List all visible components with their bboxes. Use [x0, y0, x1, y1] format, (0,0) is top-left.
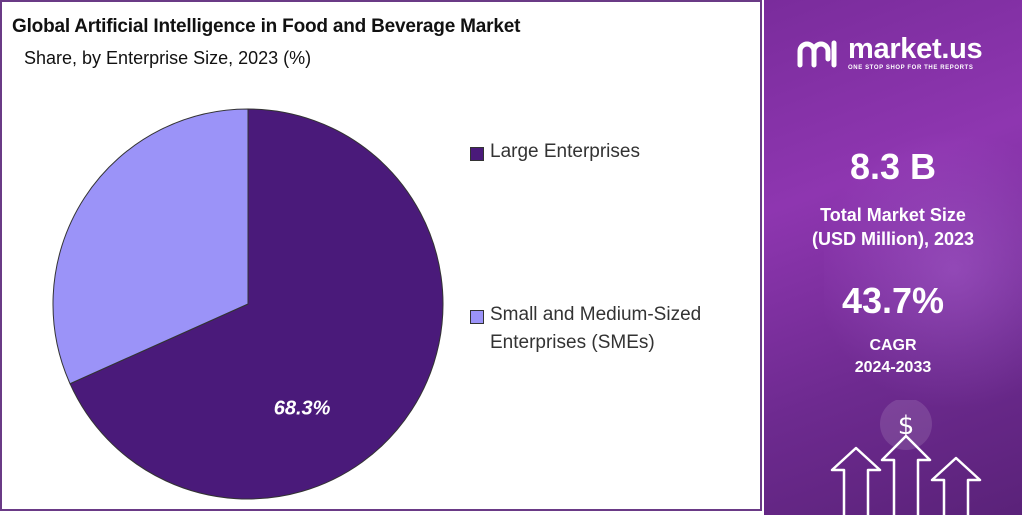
legend-item-large-enterprises: Large Enterprises: [470, 141, 750, 166]
dollar-icon: $: [898, 411, 915, 441]
cagr-value: 43.7%: [841, 280, 945, 321]
legend-item-smes: Small and Medium-Sized Enterprises (SMEs…: [470, 304, 750, 357]
legend-swatch: [470, 310, 484, 324]
pie-data-label: 68.3%: [274, 398, 331, 420]
legend-swatch: [470, 147, 484, 161]
pie-slice: [69, 108, 444, 500]
brand-logo: market.us ONE STOP SHOP FOR THE REPORTS: [796, 33, 983, 71]
cagr-stat: 43.7%: [764, 280, 1022, 322]
legend-label: Small and Medium-Sized Enterprises (SMEs…: [490, 304, 702, 353]
market-size-label: Total Market Size (USD Million), 2023: [811, 205, 975, 249]
legend-label: Large Enterprises: [490, 141, 640, 162]
pie-slice: [52, 108, 249, 385]
market-size-stat: 8.3 B: [764, 146, 1022, 188]
market-us-logo-icon: [797, 40, 837, 67]
summary-panel: market.us ONE STOP SHOP FOR THE REPORTS …: [764, 0, 1022, 515]
pie-chart: 68.3%: [52, 108, 444, 500]
chart-subtitle: Share, by Enterprise Size, 2023 (%): [24, 48, 312, 68]
brand-tagline: ONE STOP SHOP FOR THE REPORTS: [848, 65, 974, 71]
chart-title: Global Artificial Intelligence in Food a…: [12, 16, 521, 37]
growth-arrows-icon: $: [830, 400, 982, 515]
cagr-label: CAGR 2024-2033: [854, 337, 932, 376]
chart-panel: Global Artificial Intelligence in Food a…: [0, 0, 762, 511]
market-size-value: 8.3 B: [849, 146, 937, 187]
brand-name: market.us: [848, 33, 983, 65]
